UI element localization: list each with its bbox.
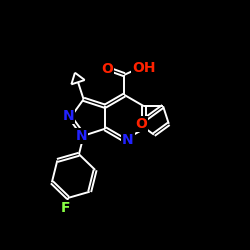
Text: N: N xyxy=(122,133,134,147)
Text: O: O xyxy=(101,62,113,76)
Text: N: N xyxy=(75,129,87,143)
Text: O: O xyxy=(135,117,147,131)
Text: F: F xyxy=(61,201,70,215)
Text: N: N xyxy=(62,108,74,122)
Text: OH: OH xyxy=(132,61,155,75)
